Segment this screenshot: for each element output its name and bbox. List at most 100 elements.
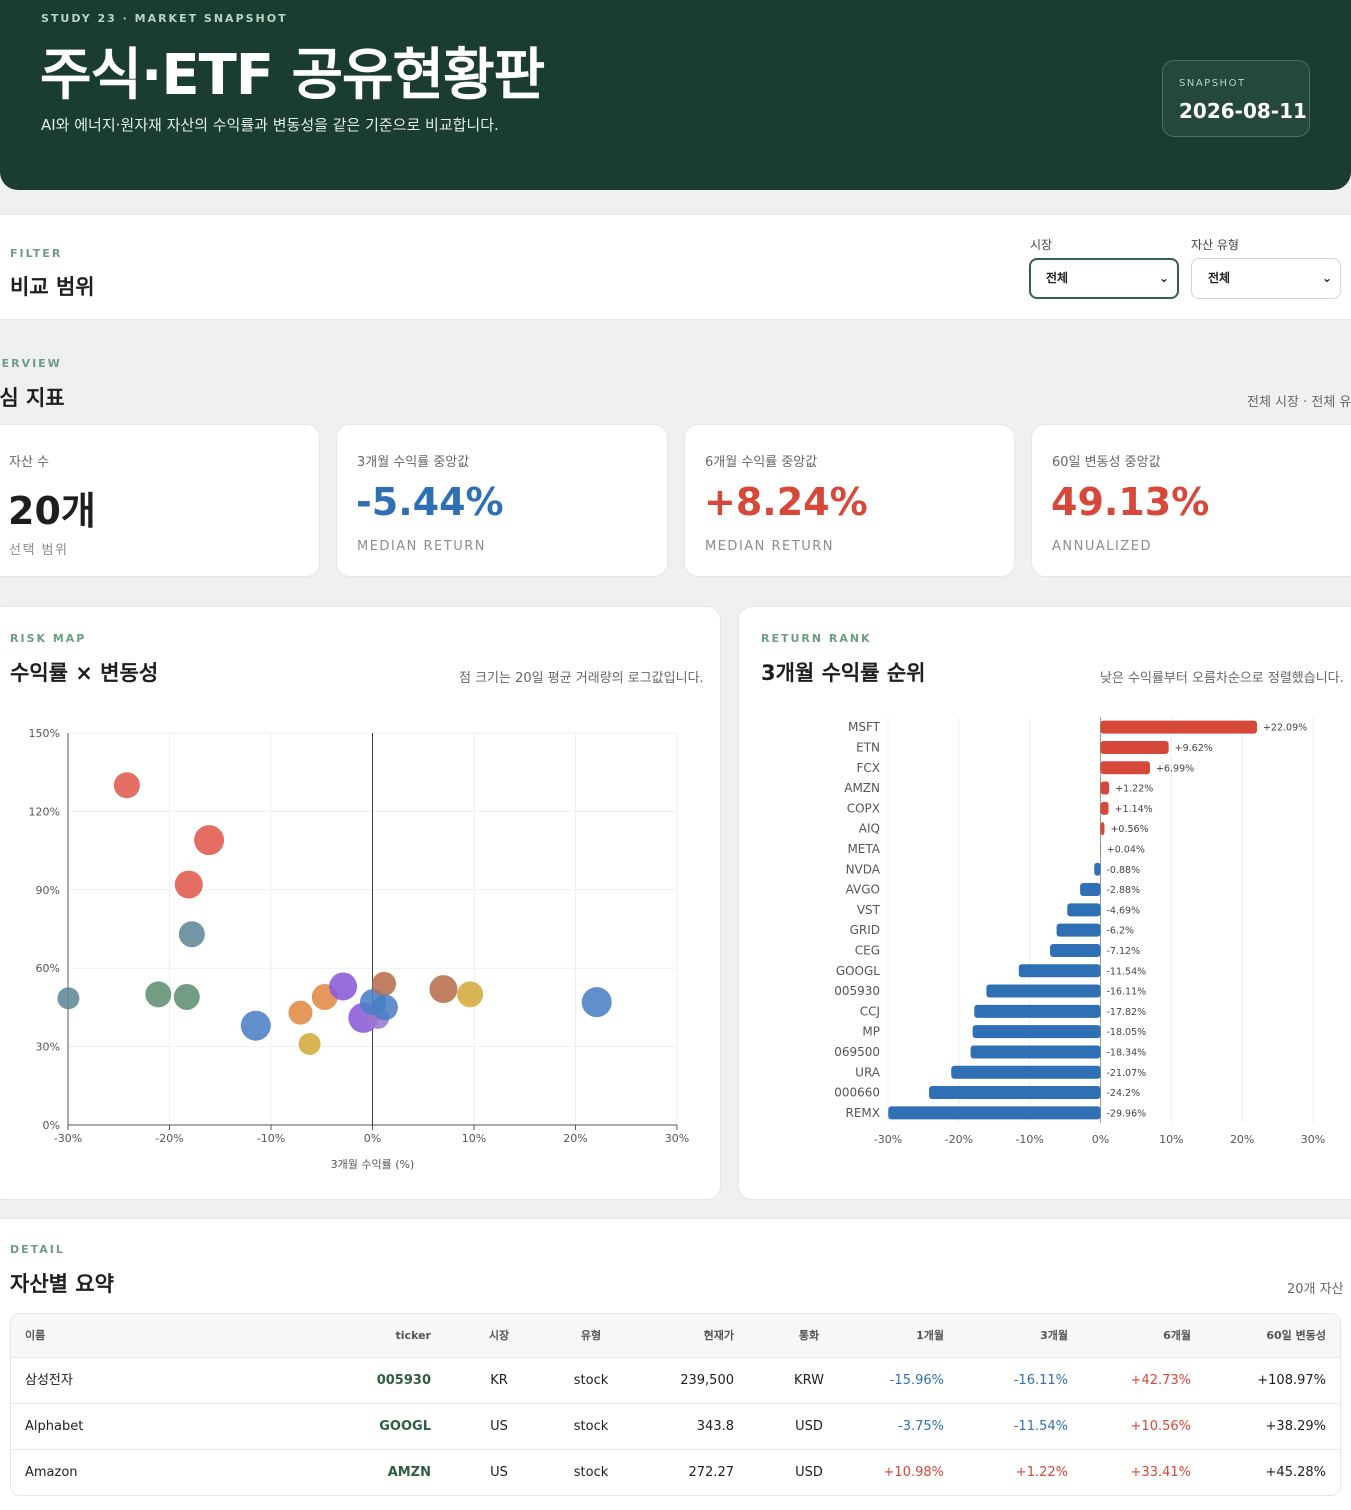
bar-value-label: -16.11% [1107, 987, 1147, 998]
column-header-currency[interactable]: 통화 [798, 1329, 820, 1342]
column-header-price[interactable]: 현재가 [703, 1329, 734, 1342]
scatter-point [371, 994, 398, 1021]
scatter-point [457, 981, 484, 1008]
hero-header: STUDY 23 · MARKET SNAPSHOT 주식·ETF 공유현황판 … [0, 0, 1351, 190]
detail-title: 자산별 요약 [10, 1272, 114, 1296]
bar-value-label: +1.22% [1115, 784, 1153, 795]
y-tick-label: 0% [43, 1119, 60, 1132]
cell-market: KR [490, 1373, 508, 1388]
column-header-type[interactable]: 유형 [580, 1329, 602, 1342]
scatter-point [145, 981, 172, 1008]
bar-value-label: -4.69% [1107, 905, 1141, 916]
return-rank-eyebrow: RETURN RANK [761, 632, 872, 645]
market-select[interactable]: 전체 ⌄ [1029, 258, 1179, 299]
table-row[interactable]: Alphabet GOOGL US stock 343.8 USD -3.75%… [11, 1403, 1340, 1449]
bar-value-label: -18.34% [1107, 1047, 1147, 1058]
x-tick-label: 10% [462, 1132, 486, 1145]
bar [1100, 740, 1169, 754]
kpi-card-asset-count: 자산 수 20개 선택 범위 [0, 424, 320, 577]
cell-price: 343.8 [696, 1419, 734, 1434]
cell-name: 삼성전자 [25, 1373, 73, 1388]
detail-eyebrow: DETAIL [10, 1243, 65, 1256]
kpi-card-6m-return: 6개월 수익률 중앙값 +8.24% MEDIAN RETURN [684, 424, 1015, 577]
cell-ticker: AMZN [387, 1465, 431, 1480]
snapshot-date: 2026-08-11 [1179, 99, 1307, 123]
column-header-name[interactable]: 이름 [25, 1329, 46, 1342]
bar [1094, 862, 1101, 876]
kpi-value: -5.44% [356, 480, 504, 524]
cell-type: stock [573, 1465, 609, 1480]
category-label: AIQ [859, 822, 880, 836]
category-label: 000660 [834, 1086, 880, 1100]
asset-type-select[interactable]: 전체 ⌄ [1191, 258, 1341, 299]
y-tick-label: 150% [29, 727, 60, 740]
x-tick-label: 0% [364, 1132, 381, 1145]
x-tick-label: 10% [1159, 1133, 1183, 1146]
table-row[interactable]: 삼성전자 005930 KR stock 239,500 KRW -15.96%… [11, 1357, 1340, 1403]
x-tick-label: 20% [563, 1132, 587, 1145]
x-axis-title: 3개월 수익률 (%) [331, 1158, 415, 1171]
bar [1100, 801, 1109, 815]
column-header-1m[interactable]: 1개월 [916, 1329, 944, 1342]
cell-6m: +42.73% [1130, 1373, 1191, 1388]
bar-value-label: -21.07% [1107, 1068, 1147, 1079]
overview-note: 전체 시장 · 전체 유형 [1247, 395, 1351, 410]
scatter-point [298, 1032, 321, 1055]
cell-market: US [490, 1465, 508, 1480]
chevron-down-icon: ⌄ [1158, 271, 1169, 285]
market-select-value: 전체 [1046, 271, 1069, 285]
cell-currency: USD [795, 1465, 823, 1480]
detail-note: 20개 자산 [1287, 1282, 1344, 1297]
market-label: 시장 [1030, 238, 1053, 252]
x-tick-label: 0% [1092, 1133, 1109, 1146]
cell-3m: +1.22% [1015, 1465, 1068, 1480]
overview-title: 핵심 지표 [0, 386, 65, 410]
return-rank-title: 3개월 수익률 순위 [761, 661, 926, 685]
category-label: VST [857, 903, 881, 917]
bar [1018, 964, 1101, 978]
y-tick-label: 120% [29, 805, 60, 818]
bar-value-label: -11.54% [1107, 966, 1147, 977]
category-label: MP [862, 1025, 880, 1039]
y-tick-label: 60% [36, 962, 60, 975]
table-row[interactable]: Amazon AMZN US stock 272.27 USD +10.98% … [11, 1449, 1340, 1495]
x-tick-label: 30% [1301, 1133, 1325, 1146]
category-label: REMX [846, 1106, 881, 1120]
category-label: GOOGL [836, 964, 880, 978]
snapshot-card: SNAPSHOT 2026-08-11 [1162, 60, 1310, 137]
column-header-3m[interactable]: 3개월 [1040, 1329, 1068, 1342]
bar-value-label: -24.2% [1107, 1088, 1141, 1099]
category-label: CEG [855, 943, 880, 957]
cell-6m: +10.56% [1130, 1419, 1191, 1434]
cell-currency: KRW [794, 1373, 824, 1388]
cell-type: stock [573, 1419, 609, 1434]
scatter-point [372, 971, 397, 996]
column-header-ticker[interactable]: ticker [395, 1329, 431, 1342]
kpi-foot: ANNUALIZED [1052, 539, 1152, 554]
cell-ticker: 005930 [376, 1373, 431, 1388]
table-header-row: 이름 ticker 시장 유형 현재가 통화 1개월 3개월 6개월 60일 변… [11, 1314, 1340, 1357]
bar [1100, 842, 1101, 856]
kpi-value: 49.13% [1051, 480, 1210, 524]
x-tick-label: -10% [257, 1132, 285, 1145]
bar [951, 1065, 1101, 1079]
scatter-point [288, 1000, 313, 1025]
y-tick-label: 90% [36, 884, 60, 897]
category-label: AVGO [846, 883, 880, 897]
bar-value-label: -6.2% [1107, 926, 1135, 937]
bar [1080, 883, 1101, 897]
column-header-6m[interactable]: 6개월 [1163, 1329, 1191, 1342]
cell-volatility: +38.29% [1265, 1419, 1326, 1434]
category-label: AMZN [844, 781, 880, 795]
scatter-point [113, 772, 140, 799]
kpi-label: 자산 수 [9, 455, 50, 470]
cell-type: stock [573, 1373, 609, 1388]
column-header-volatility[interactable]: 60일 변동성 [1266, 1329, 1326, 1342]
cell-name: Alphabet [25, 1419, 84, 1434]
bar [1050, 943, 1101, 957]
column-header-market[interactable]: 시장 [488, 1329, 510, 1342]
chevron-down-icon: ⌄ [1321, 271, 1332, 285]
bar [970, 1045, 1101, 1059]
x-tick-label: 20% [1230, 1133, 1254, 1146]
asset-type-select-value: 전체 [1208, 271, 1231, 285]
